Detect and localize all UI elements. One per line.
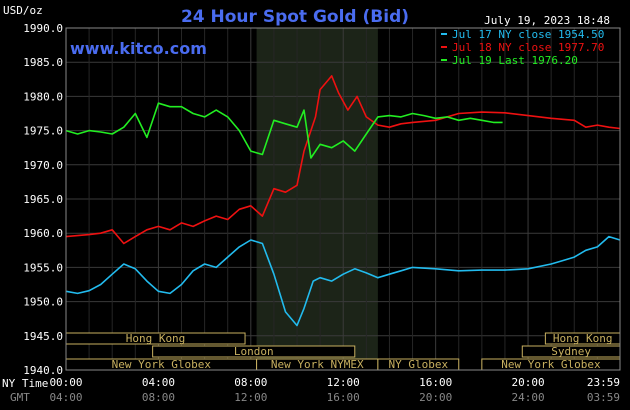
- series-line: [65, 235, 621, 327]
- session-label: Hong Kong: [126, 332, 186, 345]
- y-axis-label: USD/oz: [3, 4, 43, 17]
- x-axis-label-gmt: GMT: [10, 391, 30, 404]
- price-lines: [65, 75, 621, 327]
- session-label: NY Globex: [389, 358, 449, 371]
- y-tick-label: 1990.0: [23, 22, 63, 35]
- x-tick-label-ny: 16:00: [419, 376, 452, 389]
- session-label: New York Globex: [501, 358, 601, 371]
- y-tick-label: 1970.0: [23, 159, 63, 172]
- y-axis-ticks: 1990.0 1985.0 1980.0 1975.0 1970.0 1965.0 1960…: [23, 22, 63, 377]
- x-tick-label-gmt: 03:59: [587, 391, 620, 404]
- legend-entry: Jul 18 NY close 1977.70: [452, 41, 604, 54]
- x-tick-label-gmt: 24:00: [511, 391, 544, 404]
- site-url[interactable]: www.kitco.com: [70, 39, 207, 58]
- y-tick-label: 1940.0: [23, 364, 63, 377]
- x-tick-label-ny: 04:00: [142, 376, 175, 389]
- x-tick-label-ny: 00:00: [49, 376, 82, 389]
- timestamp: July 19, 2023 18:48: [484, 14, 610, 27]
- y-tick-label: 1960.0: [23, 227, 63, 240]
- x-tick-label-gmt: 04:00: [49, 391, 82, 404]
- legend-entry: Jul 19 Last 1976.20: [452, 54, 578, 67]
- plot-frame: [65, 27, 621, 371]
- session-label: New York Globex: [112, 358, 212, 371]
- session-label: Sydney: [551, 345, 591, 358]
- x-tick-label-ny: 12:00: [327, 376, 360, 389]
- y-tick-label: 1985.0: [23, 56, 63, 69]
- legend-entry: Jul 17 NY close 1954.50: [452, 28, 604, 41]
- series-line: [65, 102, 503, 159]
- session-label: Hong Kong: [553, 332, 613, 345]
- y-tick-label: 1945.0: [23, 330, 63, 343]
- chart-title: 24 Hour Spot Gold (Bid): [181, 7, 409, 27]
- x-axis-label-ny: NY Time: [2, 377, 48, 390]
- y-tick-label: 1955.0: [23, 261, 63, 274]
- x-tick-label-gmt: 16:00: [327, 391, 360, 404]
- x-tick-label-ny: 08:00: [234, 376, 267, 389]
- y-tick-label: 1980.0: [23, 90, 63, 103]
- session-label: London: [234, 345, 274, 358]
- session-box: [152, 345, 356, 358]
- x-tick-label-ny: 20:00: [511, 376, 544, 389]
- x-tick-label-ny: 23:59: [587, 376, 620, 389]
- x-tick-label-gmt: 12:00: [234, 391, 267, 404]
- grid: [66, 27, 620, 371]
- x-tick-label-gmt: 08:00: [142, 391, 175, 404]
- y-tick-label: 1975.0: [23, 125, 63, 138]
- session-label: New York NYMEX: [271, 358, 364, 371]
- x-tick-label-gmt: 20:00: [419, 391, 452, 404]
- x-axis-ticks: 00:00 04:00 04:00 08:00 08:00 12:00 12:00 16:00…: [49, 376, 620, 404]
- series-line: [65, 75, 621, 245]
- y-tick-label: 1965.0: [23, 193, 63, 206]
- y-tick-label: 1950.0: [23, 296, 63, 309]
